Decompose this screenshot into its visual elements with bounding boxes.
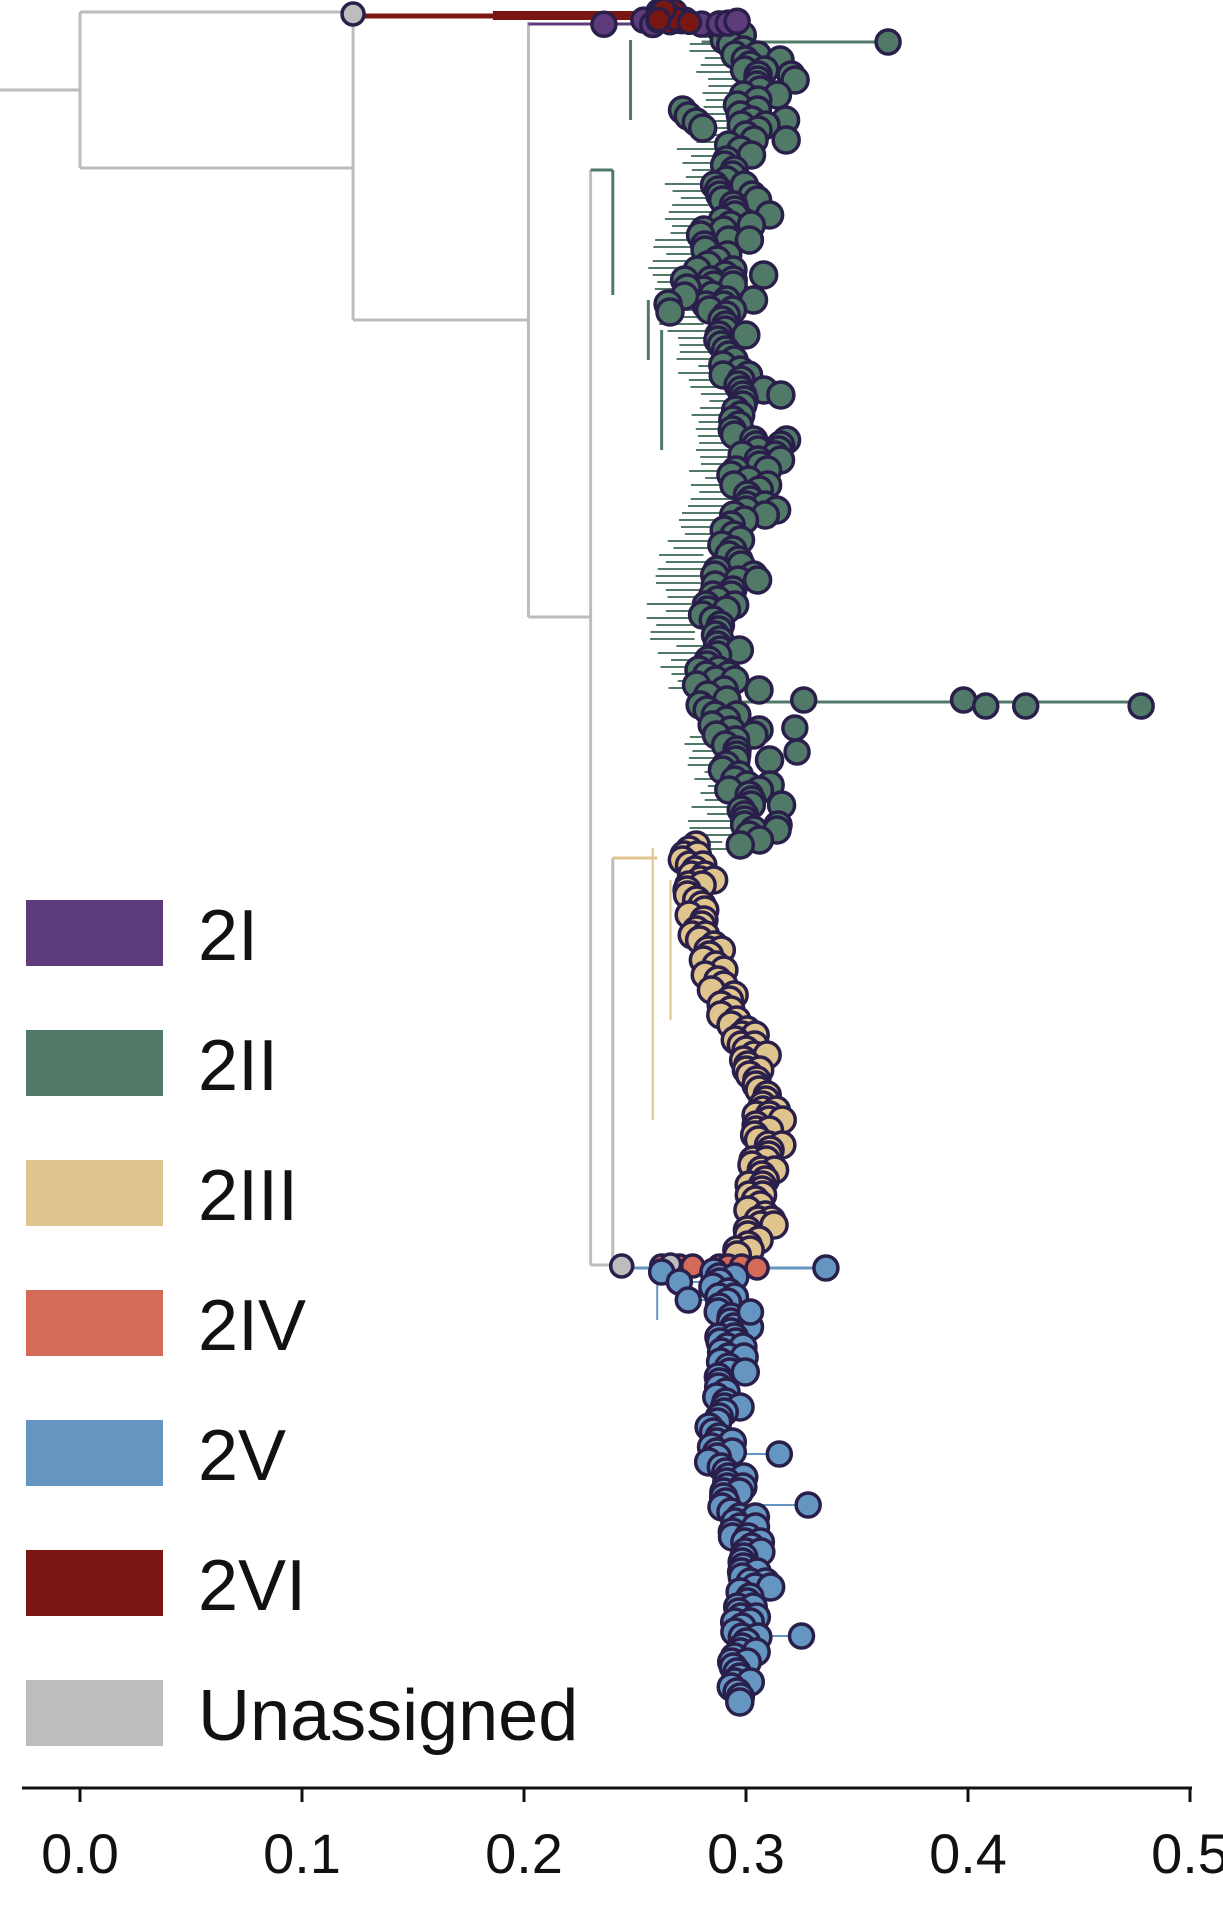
- tip-2i: [723, 7, 751, 35]
- legend-swatch: [26, 1420, 163, 1486]
- legend-swatch: [26, 1550, 163, 1616]
- branch-2vi-block: [492, 11, 658, 20]
- tip-2v: [765, 1440, 794, 1468]
- x-tick-label: 0.5: [1151, 1822, 1223, 1885]
- tip-2ii: [655, 297, 685, 327]
- legend-label: Unassigned: [198, 1676, 578, 1756]
- legend-label: 2III: [198, 1156, 298, 1236]
- legend-swatch: [26, 1030, 163, 1096]
- tip-unassigned: [608, 1253, 635, 1279]
- tip-2ii: [734, 225, 765, 255]
- tip-2ii-outlier: [783, 738, 811, 766]
- legend-label: 2II: [198, 1026, 278, 1106]
- tip-2ii-outlier: [1127, 692, 1155, 720]
- tip-2ii-outlier: [972, 692, 1000, 720]
- tip-2ii-outlier: [1011, 692, 1040, 720]
- legend-label: 2V: [198, 1416, 286, 1496]
- tip-2v: [794, 1491, 822, 1519]
- tip-2ii: [725, 830, 756, 860]
- legend-swatch: [26, 1290, 163, 1356]
- tip-unassigned: [340, 1, 366, 27]
- legend-swatch: [26, 1680, 163, 1746]
- tip-2ii-outlier: [949, 686, 978, 714]
- tip-2v-outlier: [812, 1254, 840, 1282]
- tree-tips: [340, 0, 1155, 1717]
- tip-2ii: [748, 260, 779, 290]
- x-tick-label: 0.1: [263, 1822, 341, 1885]
- legend-swatch: [26, 1160, 163, 1226]
- x-tick-label: 0.0: [41, 1822, 119, 1885]
- tip-2v: [787, 1622, 816, 1650]
- legend-label: 2IV: [198, 1286, 306, 1366]
- tip-2ii: [766, 380, 796, 410]
- x-tick-label: 0.4: [929, 1822, 1007, 1885]
- tip-2ii: [687, 113, 718, 143]
- tree-branches: [0, 10, 1142, 1637]
- tip-2v: [674, 1286, 703, 1314]
- tip-2v: [725, 1687, 755, 1717]
- tip-2ii: [754, 745, 785, 775]
- legend-swatch: [26, 900, 163, 966]
- tip-2ii-outlier: [789, 686, 818, 714]
- tip-2ii-outlier: [781, 714, 809, 742]
- tip-2ii: [731, 320, 761, 350]
- tip-2vi: [676, 9, 703, 36]
- x-tick-label: 0.2: [485, 1822, 563, 1885]
- tip-2v: [730, 1357, 761, 1387]
- legend: 2I 2II 2III 2IV 2V 2VI Unassigned: [26, 896, 578, 1756]
- tip-2ii: [744, 675, 774, 705]
- legend-label: 2I: [198, 896, 258, 976]
- x-tick-label: 0.3: [707, 1822, 785, 1885]
- tip-2v: [736, 1298, 765, 1326]
- legend-label: 2VI: [198, 1546, 306, 1626]
- tip-2ii-outlier: [874, 28, 902, 56]
- tip-2vi: [645, 6, 672, 33]
- tip-2ii: [742, 565, 773, 595]
- tip-2ii: [771, 125, 801, 155]
- x-axis: 0.0 0.1 0.2 0.3 0.4 0.5: [22, 1786, 1223, 1885]
- tip-2i: [590, 10, 618, 39]
